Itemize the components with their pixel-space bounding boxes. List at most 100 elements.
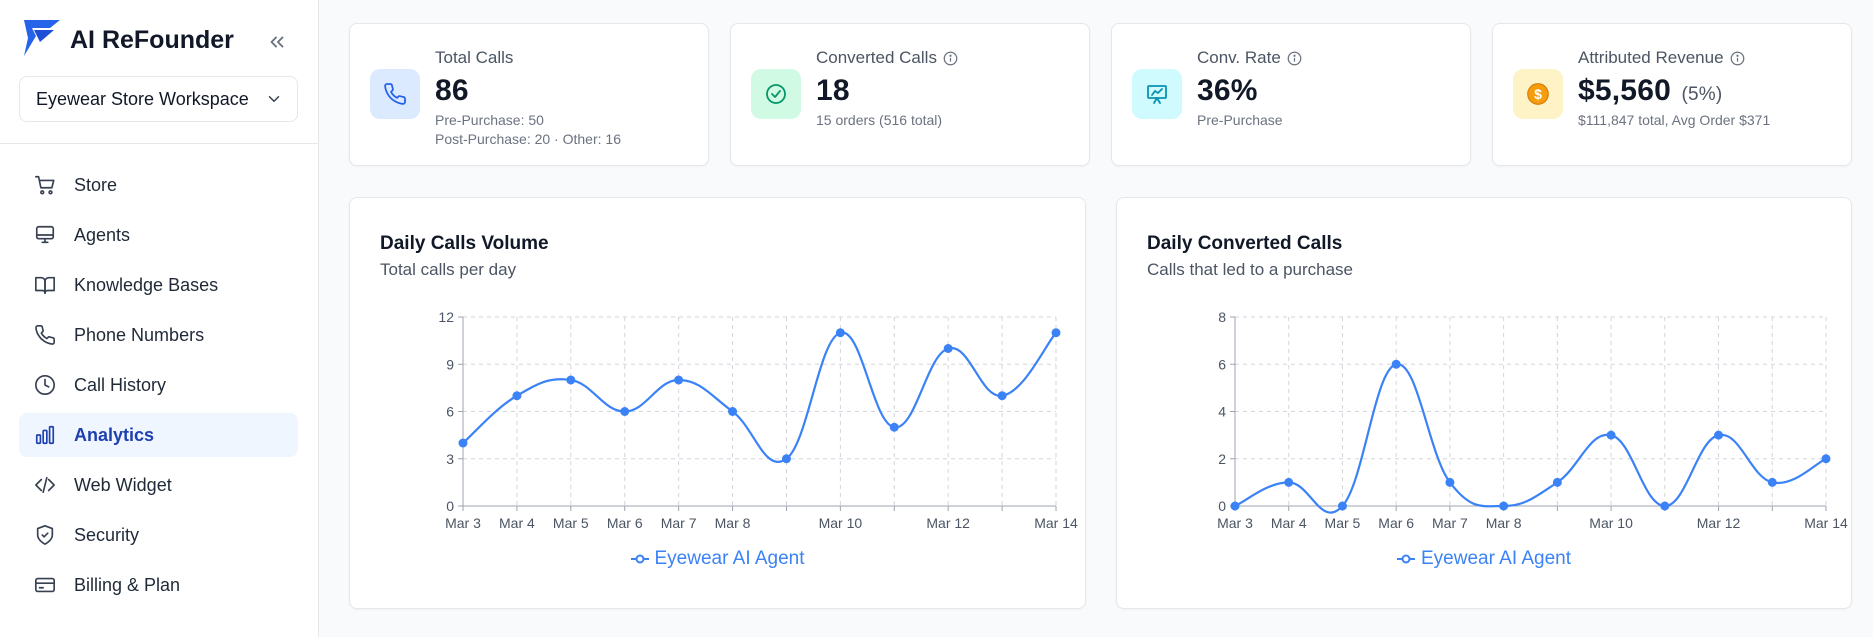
data-point: [1230, 501, 1240, 511]
x-tick-label: Mar 12: [926, 515, 970, 531]
data-point: [1714, 430, 1724, 440]
workspace-label: Eyewear Store Workspace: [36, 88, 249, 109]
sidebar-item-phone-numbers[interactable]: Phone Numbers: [19, 313, 298, 357]
x-tick-label: Mar 10: [819, 515, 863, 531]
y-tick-label: 12: [438, 309, 454, 325]
data-point: [1552, 477, 1562, 487]
sidebar-item-label: Call History: [74, 374, 167, 395]
sidebar-item-web-widget[interactable]: Web Widget: [19, 463, 298, 507]
collapse-sidebar-button[interactable]: [262, 27, 292, 57]
data-point: [1499, 501, 1509, 511]
data-point: [997, 391, 1007, 401]
data-point: [1337, 501, 1347, 511]
sidebar-item-knowledge-bases[interactable]: Knowledge Bases: [19, 263, 298, 307]
stat-value: 86: [435, 74, 469, 107]
legend-marker-icon: [630, 554, 649, 564]
chart-grid: [462, 316, 1057, 507]
line-chart: 0 3 6 9 12 Mar 3 Mar 4 Mar 5 Mar 6 Mar 7 Mar 8 Mar …: [438, 309, 1078, 531]
sidebar-item-call-history[interactable]: Call History: [19, 363, 298, 407]
stat-card-total-calls: Total Calls 86 Pre-Purchase: 50 Post-Pur…: [349, 23, 709, 166]
x-tick-label: Mar 6: [1378, 515, 1414, 531]
stat-sub: 15 orders (516 total): [816, 112, 943, 128]
stat-value: $5,560: [1578, 74, 1671, 107]
code-icon: [33, 473, 57, 497]
data-point: [1821, 454, 1831, 464]
data-point: [1445, 477, 1455, 487]
brand[interactable]: AI ReFounder: [20, 20, 234, 60]
chart-legend[interactable]: Eyewear AI Agent: [350, 548, 1085, 570]
x-tick-label: Mar 14: [1804, 515, 1848, 531]
x-tick-label: Mar 8: [1486, 515, 1522, 531]
sidebar-divider: [0, 143, 319, 144]
data-point: [1051, 328, 1061, 338]
x-tick-label: Mar 7: [1432, 515, 1468, 531]
phone-icon: [370, 69, 420, 119]
x-tick-label: Mar 10: [1589, 515, 1633, 531]
cart-icon: [33, 173, 57, 197]
y-tick-label: 9: [446, 356, 454, 372]
clock-icon: [33, 373, 57, 397]
y-tick-label: 0: [446, 498, 454, 514]
x-tick-label: Mar 3: [1217, 515, 1253, 531]
presentation-chart-icon: [1132, 69, 1182, 119]
y-tick-label: 8: [1218, 309, 1226, 325]
data-point: [1606, 430, 1616, 440]
stat-sub: $111,847 total, Avg Order $371: [1578, 112, 1771, 128]
stat-sub: Pre-Purchase: 50: [435, 112, 544, 128]
data-point: [1660, 501, 1670, 511]
sidebar-item-label: Knowledge Bases: [74, 274, 219, 295]
book-icon: [33, 273, 57, 297]
chart-legend[interactable]: Eyewear AI Agent: [1117, 548, 1851, 570]
logo-icon: [24, 20, 60, 56]
y-tick-label: 0: [1218, 498, 1226, 514]
dollar-coin-icon: $: [1513, 69, 1563, 119]
phone-icon: [33, 323, 57, 347]
data-point: [1391, 359, 1401, 369]
sidebar-item-store[interactable]: Store: [19, 163, 298, 207]
sidebar-item-agents[interactable]: Agents: [19, 213, 298, 257]
data-point: [512, 391, 522, 401]
x-tick-label: Mar 12: [1697, 515, 1741, 531]
chart-grid: [1234, 316, 1827, 507]
legend-label: Eyewear AI Agent: [654, 548, 805, 569]
data-point: [1767, 477, 1777, 487]
stat-card-converted-calls: Converted Calls 18 15 orders (516 total): [730, 23, 1090, 166]
y-tick-label: 4: [1218, 404, 1226, 420]
data-point: [566, 375, 576, 385]
chart-subtitle: Calls that led to a purchase: [1147, 260, 1354, 279]
info-icon[interactable]: [943, 51, 958, 66]
x-tick-label: Mar 6: [607, 515, 643, 531]
sidebar-item-label: Analytics: [74, 424, 155, 445]
data-point: [889, 422, 899, 432]
data-point: [1284, 477, 1294, 487]
sidebar-item-label: Web Widget: [74, 474, 172, 495]
workspace-select[interactable]: Eyewear Store Workspace: [19, 76, 298, 122]
data-point: [620, 407, 630, 416]
line-chart: 0 2 4 6 8 Mar 3 Mar 4 Mar 5 Mar 6 Mar 7 Mar 8 Mar 1…: [1217, 309, 1848, 531]
info-icon[interactable]: [1287, 51, 1302, 66]
sidebar-nav: Store Agents Knowledge Bases Phone Numbe…: [19, 163, 298, 613]
stat-title: Attributed Revenue: [1578, 48, 1724, 67]
chart-card-daily-converted: Daily Converted Calls Calls that led to …: [1116, 197, 1852, 609]
credit-card-icon: [33, 573, 57, 597]
sidebar-item-label: Agents: [74, 224, 131, 245]
x-tick-label: Mar 8: [715, 515, 751, 531]
x-tick-label: Mar 4: [1271, 515, 1307, 531]
sidebar-item-analytics[interactable]: Analytics: [19, 413, 298, 457]
data-point: [943, 344, 953, 353]
x-tick-label: Mar 7: [661, 515, 697, 531]
stat-sub: Pre-Purchase: [1197, 112, 1283, 128]
data-point: [728, 407, 738, 416]
y-tick-label: 3: [446, 451, 454, 467]
sidebar-item-label: Store: [74, 174, 118, 195]
x-tick-label: Mar 4: [499, 515, 535, 531]
sidebar-item-security[interactable]: Security: [19, 513, 298, 557]
sidebar: AI ReFounder Eyewear Store Workspace Sto…: [0, 0, 319, 637]
chevron-down-icon: [268, 96, 280, 102]
monitor-icon: [33, 223, 57, 247]
info-icon[interactable]: [1730, 51, 1745, 66]
sidebar-item-label: Billing & Plan: [74, 574, 181, 595]
check-circle-icon: [751, 69, 801, 119]
data-point: [458, 438, 468, 448]
sidebar-item-billing[interactable]: Billing & Plan: [19, 563, 298, 607]
